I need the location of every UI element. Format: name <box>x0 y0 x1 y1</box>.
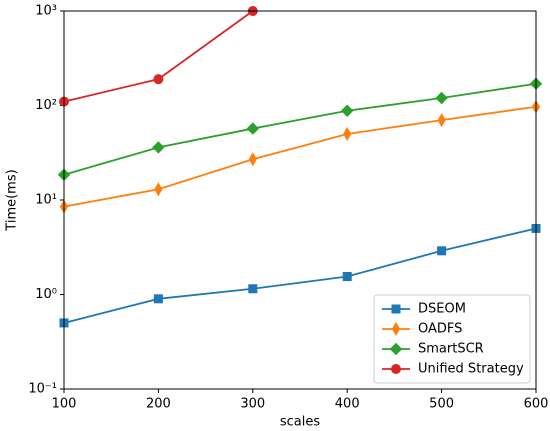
legend-label: DSEOM <box>418 302 466 317</box>
series-line <box>63 82 537 176</box>
legend-marker <box>389 342 403 356</box>
marker <box>342 272 352 282</box>
legend-marker <box>391 304 401 314</box>
y-axis-label: Time(ms) <box>5 169 20 231</box>
marker <box>437 246 447 256</box>
x-tick-label: 100 <box>52 397 77 412</box>
plot-frame <box>63 10 537 390</box>
marker <box>152 141 165 154</box>
marker <box>343 126 352 141</box>
marker <box>153 294 163 304</box>
x-tick-label: 400 <box>335 397 360 412</box>
marker <box>153 74 164 85</box>
marker <box>437 113 446 128</box>
series-line <box>63 105 537 208</box>
marker <box>246 122 260 135</box>
x-tick-label: 300 <box>240 397 265 412</box>
legend: DSEOM OADFS SmartSCR Unified Strategy <box>373 294 531 384</box>
marker <box>340 104 354 117</box>
y-tick-label: 10² <box>35 98 57 113</box>
legend-marker <box>391 364 401 374</box>
legend-box <box>373 294 531 384</box>
legend-marker <box>391 322 401 336</box>
marker <box>154 182 163 197</box>
x-tick-label: 600 <box>524 397 549 412</box>
x-tick-label: 200 <box>146 397 171 412</box>
legend-label: OADFS <box>418 322 462 337</box>
y-tick-label: 10⁰ <box>35 287 57 302</box>
x-tick-label: 500 <box>429 397 454 412</box>
series-line <box>63 227 537 324</box>
y-tick-label: 10⁻¹ <box>28 382 57 397</box>
x-axis-label: scales <box>280 415 320 430</box>
marker <box>435 91 448 105</box>
marker <box>248 284 258 294</box>
y-tick-label: 10³ <box>35 4 57 19</box>
y-tick-label: 10¹ <box>35 193 57 208</box>
series-line <box>63 10 254 103</box>
legend-label: Unified Strategy <box>418 362 524 377</box>
marker <box>248 152 257 167</box>
legend-label: SmartSCR <box>418 342 484 357</box>
